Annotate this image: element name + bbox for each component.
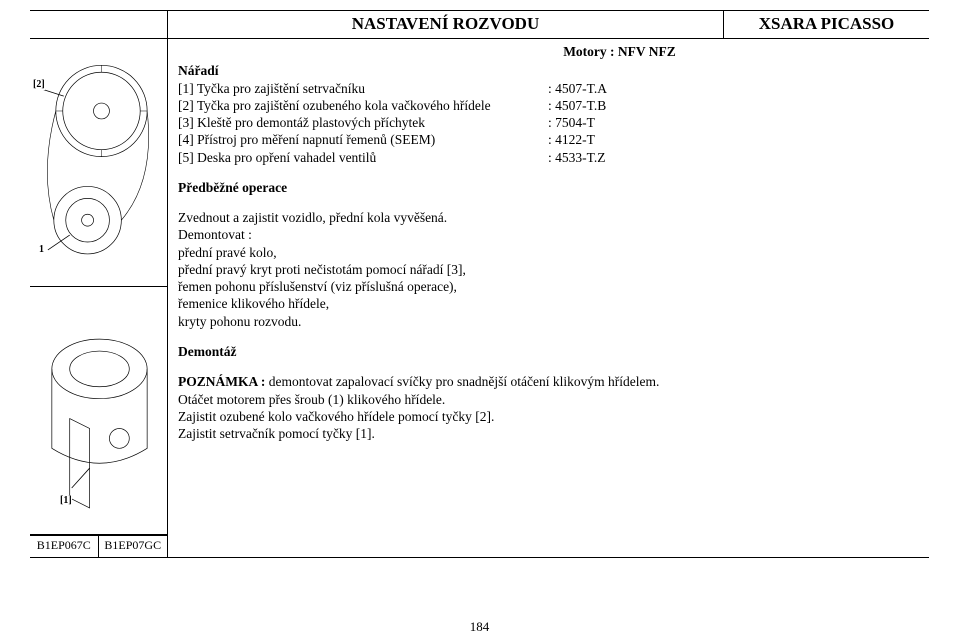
tool-row-5: [5] Deska pro opření vahadel ventilů : 4… [178, 149, 921, 166]
figure-2-svg [30, 287, 167, 534]
figure-1: [2] 1 [30, 39, 167, 287]
page-number: 184 [0, 619, 959, 635]
dismantle-line-2: Zajistit ozubené kolo vačkového hřídele … [178, 408, 921, 425]
preops-bullet-5: kryty pohonu rozvodu. [178, 313, 921, 330]
reference-row: B1EP067C B1EP07GC [30, 535, 167, 557]
tool-code-3: : 7504-T [548, 114, 595, 131]
model-name: XSARA PICASSO [724, 11, 929, 38]
header-spacer-cell [30, 11, 168, 38]
dismantle-note: POZNÁMKA : demontovat zapalovací svíčky … [178, 373, 921, 390]
tool-label-2: [2] Tyčka pro zajištění ozubeného kola v… [178, 97, 548, 114]
dismantle-line-1: Otáčet motorem přes šroub (1) klikového … [178, 391, 921, 408]
text-column: Motory : NFV NFZ Nářadí [1] Tyčka pro za… [168, 39, 929, 557]
spacer-3 [178, 330, 921, 343]
figure-1-callout-top: [2] [33, 79, 45, 90]
preops-line1: Zvednout a zajistit vozidlo, přední kola… [178, 209, 921, 226]
ref-left: B1EP067C [30, 536, 99, 557]
dismantle-line-3: Zajistit setrvačník pomocí tyčky [1]. [178, 425, 921, 442]
tool-row-1: [1] Tyčka pro zajištění setrvačníku : 45… [178, 80, 921, 97]
tool-code-4: : 4122-T [548, 131, 595, 148]
header-row: NASTAVENÍ ROZVODU XSARA PICASSO [30, 10, 929, 39]
tool-row-3: [3] Kleště pro demontáž plastových přích… [178, 114, 921, 131]
figure-2: [1] [30, 287, 167, 535]
tool-row-2: [2] Tyčka pro zajištění ozubeného kola v… [178, 97, 921, 114]
preops-line2: Demontovat : [178, 226, 921, 243]
figure-1-callout-bottom: 1 [39, 244, 44, 255]
tool-label-1: [1] Tyčka pro zajištění setrvačníku [178, 80, 548, 97]
note-label: POZNÁMKA : [178, 374, 265, 389]
tool-label-4: [4] Přístroj pro měření napnutí řemenů (… [178, 131, 548, 148]
tools-heading: Nářadí [178, 62, 921, 79]
page-title: NASTAVENÍ ROZVODU [168, 11, 724, 38]
tool-label-5: [5] Deska pro opření vahadel ventilů [178, 149, 548, 166]
preops-bullet-4: řemenice klikového hřídele, [178, 295, 921, 312]
content-row: [2] 1 [1] B1EP067C B1EP07GC Mo [30, 39, 929, 558]
page: NASTAVENÍ ROZVODU XSARA PICASSO [0, 0, 959, 643]
figure-1-svg [30, 39, 167, 286]
ref-right: B1EP07GC [99, 536, 168, 557]
note-text: demontovat zapalovací svíčky pro snadněj… [265, 374, 659, 389]
tool-code-2: : 4507-T.B [548, 97, 606, 114]
figure-2-callout: [1] [60, 495, 72, 506]
tool-code-1: : 4507-T.A [548, 80, 607, 97]
tool-code-5: : 4533-T.Z [548, 149, 606, 166]
preops-bullet-1: přední pravé kolo, [178, 244, 921, 261]
spacer-2 [178, 196, 921, 209]
preops-bullet-3: řemen pohonu příslušenství (viz příslušn… [178, 278, 921, 295]
preops-bullet-2: přední pravý kryt proti nečistotám pomoc… [178, 261, 921, 278]
diagram-column: [2] 1 [1] B1EP067C B1EP07GC [30, 39, 168, 557]
preops-heading: Předběžné operace [178, 179, 921, 196]
spacer-4 [178, 360, 921, 373]
tool-row-4: [4] Přístroj pro měření napnutí řemenů (… [178, 131, 921, 148]
dismantle-heading: Demontáž [178, 343, 921, 360]
tool-label-3: [3] Kleště pro demontáž plastových přích… [178, 114, 548, 131]
motor-line: Motory : NFV NFZ [178, 43, 921, 60]
spacer-1 [178, 166, 921, 179]
